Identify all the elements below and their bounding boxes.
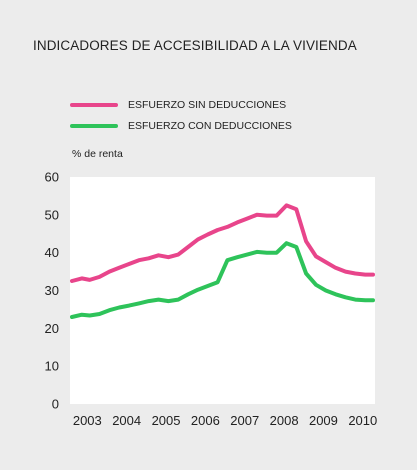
legend-swatch-green bbox=[70, 124, 118, 128]
y-axis-label: % de renta bbox=[72, 148, 123, 160]
y-tick-label: 20 bbox=[45, 321, 59, 336]
chart-title: INDICADORES DE ACCESIBILIDAD A LA VIVIEN… bbox=[33, 38, 357, 53]
x-tick-label: 2004 bbox=[112, 413, 141, 428]
legend-label: ESFUERZO SIN DEDUCCIONES bbox=[128, 99, 287, 111]
x-tick-label: 2010 bbox=[348, 413, 377, 428]
x-tick-label: 2007 bbox=[230, 413, 259, 428]
x-tick-label: 2009 bbox=[309, 413, 338, 428]
x-tick-label: 2003 bbox=[73, 413, 102, 428]
x-tick-label: 2008 bbox=[270, 413, 299, 428]
series-line-con-deducciones bbox=[70, 241, 375, 319]
legend-swatch-pink bbox=[70, 103, 118, 107]
legend-item-con-deducciones: ESFUERZO CON DEDUCCIONES bbox=[70, 119, 292, 133]
y-tick-label: 60 bbox=[45, 170, 59, 185]
y-tick-label: 50 bbox=[45, 207, 59, 222]
x-tick-label: 2005 bbox=[152, 413, 181, 428]
y-tick-label: 30 bbox=[45, 283, 59, 298]
legend-item-sin-deducciones: ESFUERZO SIN DEDUCCIONES bbox=[70, 98, 286, 112]
x-tick-label: 2006 bbox=[191, 413, 220, 428]
legend-label: ESFUERZO CON DEDUCCIONES bbox=[128, 120, 292, 132]
y-tick-label: 10 bbox=[45, 359, 59, 374]
y-tick-label: 40 bbox=[45, 245, 59, 260]
y-tick-label: 0 bbox=[52, 397, 59, 412]
series-line-sin-deducciones bbox=[70, 203, 375, 283]
